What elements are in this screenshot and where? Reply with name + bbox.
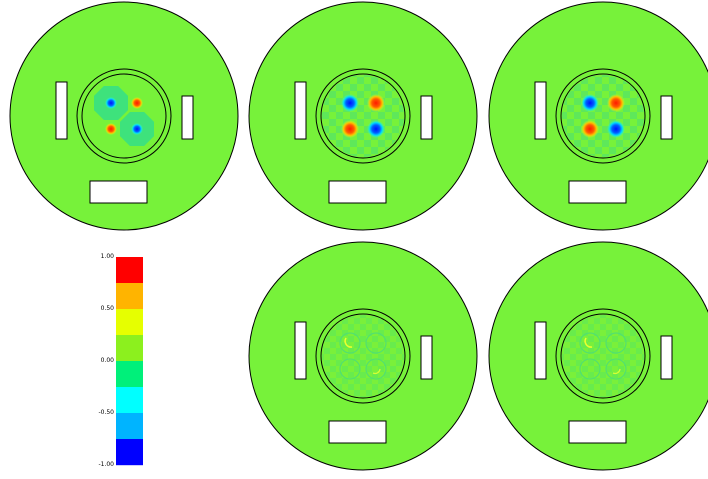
faint-ring bbox=[339, 358, 361, 380]
contour-panel-4 bbox=[248, 241, 478, 471]
colorbar-band bbox=[116, 439, 143, 466]
faint-ring bbox=[365, 358, 387, 380]
contour-panel-5 bbox=[488, 241, 708, 471]
colorbar-tick-label: -0.50 bbox=[98, 409, 114, 416]
bottom-slot bbox=[89, 180, 148, 204]
core-field bbox=[562, 75, 644, 157]
blue-spot bbox=[581, 94, 599, 112]
faint-arc bbox=[344, 337, 353, 348]
left-slot bbox=[294, 81, 307, 140]
faint-arc bbox=[612, 368, 621, 375]
red-spot bbox=[131, 97, 143, 109]
inner-ring bbox=[81, 73, 167, 159]
blue-spot bbox=[131, 123, 143, 135]
core-field bbox=[562, 315, 644, 397]
faint-ring bbox=[579, 358, 601, 380]
bottom-slot bbox=[568, 180, 627, 204]
core-field bbox=[94, 86, 154, 146]
right-slot bbox=[420, 335, 433, 380]
checker-field bbox=[562, 315, 644, 397]
colorbar-tick-label: 1.00 bbox=[100, 253, 114, 260]
faint-ring bbox=[579, 332, 601, 354]
contour-panel-2 bbox=[248, 1, 478, 231]
right-slot bbox=[660, 95, 673, 140]
colorbar-band bbox=[116, 387, 143, 414]
red-spot bbox=[341, 120, 359, 138]
checker-field bbox=[562, 75, 644, 157]
bottom-slot bbox=[328, 180, 387, 204]
bottom-slot bbox=[328, 420, 387, 444]
blue-spot bbox=[607, 120, 625, 138]
red-spot bbox=[367, 94, 385, 112]
colorbar-band bbox=[116, 413, 143, 440]
colorbar-band bbox=[116, 309, 143, 336]
red-spot bbox=[581, 120, 599, 138]
faint-arc bbox=[372, 368, 381, 375]
right-slot bbox=[181, 95, 194, 140]
contour-panel-1 bbox=[9, 1, 239, 231]
left-slot bbox=[534, 81, 547, 140]
right-slot bbox=[420, 95, 433, 140]
colorbar-tick-label: 0.50 bbox=[100, 305, 114, 312]
checker-field bbox=[322, 315, 404, 397]
left-slot bbox=[55, 81, 68, 140]
colorbar-band bbox=[116, 283, 143, 310]
blue-spot bbox=[367, 120, 385, 138]
left-slot bbox=[294, 321, 307, 380]
contour-panel-3 bbox=[488, 1, 708, 231]
right-slot bbox=[660, 335, 673, 380]
blue-spot bbox=[105, 97, 117, 109]
faint-ring bbox=[605, 358, 627, 380]
core-field bbox=[322, 315, 404, 397]
red-spot bbox=[105, 123, 117, 135]
colorbar-tick-label: -1.00 bbox=[98, 461, 114, 468]
faint-ring bbox=[339, 332, 361, 354]
colorbar-tick-label: 0.00 bbox=[100, 357, 114, 364]
core-field bbox=[322, 75, 404, 157]
faint-ring bbox=[365, 332, 387, 354]
colorbar bbox=[116, 257, 143, 466]
faint-arc bbox=[584, 337, 593, 348]
blue-spot bbox=[341, 94, 359, 112]
colorbar-band bbox=[116, 335, 143, 362]
checker-field bbox=[322, 75, 404, 157]
faint-ring bbox=[605, 332, 627, 354]
colorbar-band bbox=[116, 361, 143, 388]
colorbar-band bbox=[116, 257, 143, 284]
left-slot bbox=[534, 321, 547, 380]
bottom-slot bbox=[568, 420, 627, 444]
red-spot bbox=[607, 94, 625, 112]
